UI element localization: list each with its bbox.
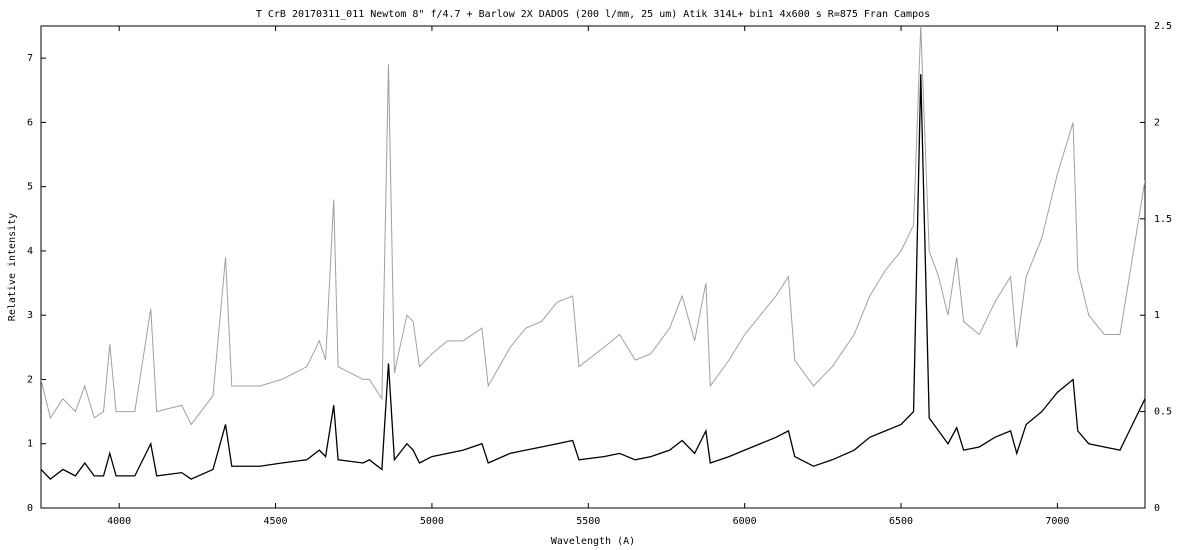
y-tick-label: 6 xyxy=(27,117,33,128)
y2-tick-label: 0 xyxy=(1154,503,1160,514)
y2-tick-label: 2.5 xyxy=(1154,21,1172,32)
y-tick-label: 4 xyxy=(27,246,33,257)
y-axis-label: Relative intensity xyxy=(7,213,18,321)
x-tick-label: 5000 xyxy=(420,516,444,527)
y-tick-label: 2 xyxy=(27,374,33,385)
x-axis-label: Wavelength (A) xyxy=(551,536,635,547)
x-tick-label: 6000 xyxy=(733,516,757,527)
y2-tick-label: 0.5 xyxy=(1154,407,1172,418)
y2-tick-label: 1 xyxy=(1154,310,1160,321)
spectrum-line xyxy=(41,26,1145,426)
y-tick-label: 7 xyxy=(27,53,33,64)
chart-title: T CrB 20170311_011 Newtom 8" f/4.7 + Bar… xyxy=(256,9,930,20)
spectrum-line xyxy=(41,74,1145,480)
x-tick-label: 4000 xyxy=(107,516,131,527)
y-tick-label: 0 xyxy=(27,503,33,514)
y2-tick-label: 2 xyxy=(1154,117,1160,128)
plot-frame xyxy=(40,25,1146,509)
y-tick-label: 3 xyxy=(27,310,33,321)
y-tick-label: 5 xyxy=(27,182,33,193)
x-tick-label: 7000 xyxy=(1045,516,1069,527)
y-tick-label: 1 xyxy=(27,439,33,450)
x-tick-label: 5500 xyxy=(576,516,600,527)
x-tick-label: 4500 xyxy=(264,516,288,527)
y2-tick-label: 1.5 xyxy=(1154,214,1172,225)
x-tick-label: 6500 xyxy=(889,516,913,527)
